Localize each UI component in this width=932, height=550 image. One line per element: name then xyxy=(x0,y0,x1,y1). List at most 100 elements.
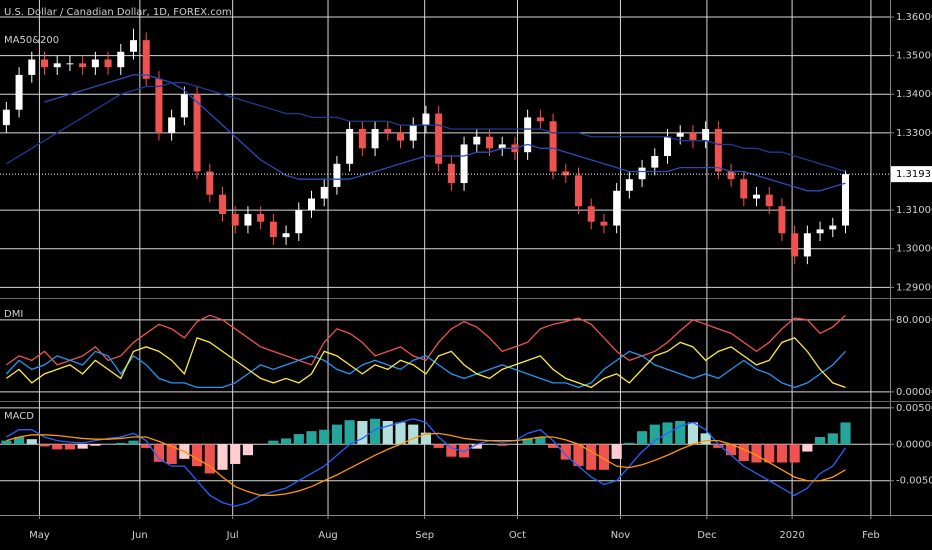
histogram-bar xyxy=(598,444,610,470)
candle-body xyxy=(358,128,366,149)
candle-body xyxy=(727,171,735,180)
pane-title: U.S. Dollar / Canadian Dollar, 1D, FOREX… xyxy=(4,7,232,18)
candle-body xyxy=(498,144,506,149)
candle-body xyxy=(282,233,290,238)
histogram-bar xyxy=(102,443,114,445)
candle-body xyxy=(206,171,214,195)
histogram-bar xyxy=(344,420,355,445)
histogram-bar xyxy=(166,444,177,464)
candle-body xyxy=(536,117,544,122)
grid-layer xyxy=(0,0,894,519)
histogram-bar xyxy=(497,444,508,446)
candle-body xyxy=(562,171,570,176)
candle-body xyxy=(702,128,710,141)
histogram-bar xyxy=(560,444,571,460)
y-tick-label: 1.30000 xyxy=(896,244,932,255)
histogram-bar xyxy=(802,444,813,452)
candle-body xyxy=(676,132,684,137)
candle-body xyxy=(269,221,277,238)
histogram-bar xyxy=(191,444,203,467)
mark-layer xyxy=(0,28,890,507)
y-tick-label: 1.35000 xyxy=(896,51,932,62)
histogram-bar xyxy=(814,436,826,445)
x-tick-label: Oct xyxy=(509,530,526,541)
series-line xyxy=(6,82,846,173)
candle-body xyxy=(473,136,481,145)
candle-body xyxy=(193,94,201,172)
histogram-bar xyxy=(725,444,737,456)
histogram-bar xyxy=(840,422,851,445)
candle-body xyxy=(486,136,493,149)
candle-body xyxy=(231,213,239,226)
histogram-bar xyxy=(624,442,635,445)
pane-subtitle: MA50&200 xyxy=(4,35,59,46)
candle-body xyxy=(600,221,608,226)
candle-body xyxy=(104,59,112,68)
histogram-bar xyxy=(827,433,838,445)
histogram-bar xyxy=(713,444,724,448)
pane xyxy=(1,418,851,507)
y-tick-label: 1.33000 xyxy=(896,128,932,139)
candle-body xyxy=(41,59,48,68)
candle-body xyxy=(524,117,532,153)
histogram-bar xyxy=(522,438,533,445)
candle-body xyxy=(664,136,671,157)
y-tick-label: 1.34000 xyxy=(896,89,932,100)
x-tick-label: Aug xyxy=(318,530,338,541)
histogram-bar xyxy=(39,444,50,447)
candle-body xyxy=(155,78,163,133)
candle-body xyxy=(409,125,417,141)
x-tick-label: Jun xyxy=(131,530,148,541)
candle-body xyxy=(778,206,786,234)
candle-body xyxy=(765,194,773,207)
histogram-bar xyxy=(90,444,101,446)
x-tick-label: Jul xyxy=(226,530,239,541)
candle-body xyxy=(842,174,849,226)
y-tick-label: 1.36000 xyxy=(896,12,932,23)
candle-body xyxy=(625,179,633,191)
y-tick-label: 1.29000 xyxy=(896,282,932,293)
candle-body xyxy=(638,167,646,180)
histogram-bar xyxy=(776,444,788,463)
histogram-bar xyxy=(306,431,317,445)
histogram-bar xyxy=(217,444,228,470)
candle-body xyxy=(829,225,837,230)
series-line xyxy=(44,74,846,192)
x-tick-label: Dec xyxy=(697,530,716,541)
x-tick-label: May xyxy=(29,530,50,541)
candle-body xyxy=(816,229,824,234)
candle-body xyxy=(168,117,176,133)
histogram-bar xyxy=(280,438,292,445)
candle-body xyxy=(447,163,455,184)
candle-body xyxy=(422,113,430,126)
candle-body xyxy=(613,190,621,226)
histogram-bar xyxy=(675,420,686,445)
x-tick-label: Nov xyxy=(611,530,631,541)
candle-body xyxy=(66,63,74,65)
candle-body xyxy=(142,40,150,79)
candle-body xyxy=(435,113,443,164)
histogram-bar xyxy=(382,420,393,445)
y-tick-label: 1.31000 xyxy=(896,205,932,216)
candle-body xyxy=(180,94,188,118)
histogram-bar xyxy=(471,444,482,449)
series-line xyxy=(6,418,847,507)
candle-body xyxy=(219,194,226,214)
candle-body xyxy=(803,233,811,257)
candle-body xyxy=(53,63,61,68)
histogram-bar xyxy=(319,429,330,445)
candle-body xyxy=(244,213,252,226)
candle-body xyxy=(714,128,722,172)
histogram-bar xyxy=(764,444,775,463)
histogram-bar xyxy=(77,444,88,449)
candle-body xyxy=(651,156,659,168)
histogram-bar xyxy=(408,424,419,445)
histogram-bar xyxy=(611,444,622,459)
x-tick-label: Sep xyxy=(415,530,434,541)
histogram-bar xyxy=(395,422,406,445)
candle-body xyxy=(689,132,697,141)
